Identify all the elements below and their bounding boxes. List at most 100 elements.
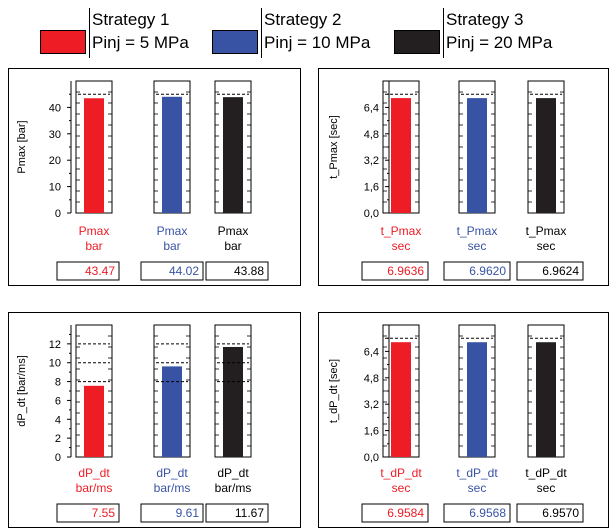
value-box: [56, 261, 120, 281]
legend-text: Strategy 3 Pinj = 20 MPa: [446, 8, 552, 54]
bar-t-dp-dt-strategy-3: [536, 342, 556, 457]
value-box: [361, 261, 429, 281]
y-tick-label: 6,4: [364, 102, 379, 114]
chart-panel-t-pmax: 0,0 1,6 3,2 4,8 6,4 t_Pmax [sec] t_Pmax sec 6.96…: [318, 68, 609, 286]
data-label: 43.47: [85, 264, 115, 278]
category-unit: bar/ms: [154, 481, 191, 495]
y-tick-label: 4: [55, 414, 61, 426]
category-label: t_dP_dt: [380, 466, 422, 480]
y-tick-label: 1,6: [364, 426, 379, 438]
y-tick-label: 6,4: [364, 346, 379, 358]
chart-panel-dp-dt: 0 2 4 6 8 10 12 dP_dt [bar/ms] dP_dt bar/ms 7.55 dP…: [8, 312, 301, 528]
value-box: [140, 503, 204, 523]
bar-dp-dt-strategy-2: [162, 366, 182, 457]
value-box: [443, 261, 511, 281]
category-unit: bar/ms: [76, 481, 113, 495]
y-tick-label: 4,8: [364, 373, 379, 385]
category-label: t_dP_dt: [525, 466, 567, 480]
data-label: 9.61: [176, 506, 200, 520]
data-label: 6.9568: [469, 506, 506, 520]
value-box: [516, 503, 584, 523]
category-unit: sec: [392, 239, 411, 253]
category-label: Pmax: [218, 224, 249, 238]
data-label: 6.9620: [469, 264, 506, 278]
y-tick-label: 0,0: [364, 452, 379, 464]
category-unit: sec: [537, 481, 556, 495]
y-tick-label: 0: [55, 452, 61, 464]
category-unit: sec: [537, 239, 556, 253]
value-box: [443, 503, 511, 523]
bar-t-pmax-strategy-3: [536, 98, 556, 213]
data-label: 43.88: [234, 264, 264, 278]
legend-label: Pinj = 20 MPa: [446, 33, 553, 52]
y-tick-label: 0,0: [364, 208, 379, 220]
bar-t-dp-dt-strategy-1: [391, 342, 411, 457]
bar-dp-dt-strategy-3: [223, 346, 243, 457]
category-label: dP_dt: [78, 466, 110, 480]
y-tick-label: 20: [49, 155, 61, 167]
y-axis-title: t_dP_dt [sec]: [328, 359, 340, 423]
legend-bracket: [89, 8, 90, 58]
category-label: dP_dt: [156, 466, 188, 480]
y-axis-title: t_Pmax [sec]: [328, 115, 340, 179]
category-label: t_dP_dt: [456, 466, 498, 480]
legend-swatch-strategy-1: [40, 30, 86, 54]
y-tick-label: 4,8: [364, 129, 379, 141]
y-tick-label: 10: [49, 358, 61, 370]
category-unit: bar: [224, 239, 241, 253]
legend-bracket: [443, 8, 444, 58]
y-axis-title: dP_dt [bar/ms]: [16, 355, 28, 427]
chart-panel-pmax: 0 10 20 30 40 Pmax [bar] Pmax bar 43.47 Pmax bar 44…: [8, 68, 301, 286]
legend-name: Strategy 2: [264, 10, 342, 29]
value-box: [361, 503, 429, 523]
data-label: 6.9584: [387, 506, 424, 520]
legend-name: Strategy 3: [446, 10, 524, 29]
bar-pmax-strategy-3: [223, 97, 243, 213]
y-tick-label: 8: [55, 377, 61, 389]
y-tick-label: 30: [49, 129, 61, 141]
bar-t-dp-dt-strategy-2: [467, 342, 487, 457]
y-axis-title: Pmax [bar]: [16, 120, 28, 173]
legend-text: Strategy 2 Pinj = 10 MPa: [264, 8, 370, 54]
value-box: [56, 503, 120, 523]
legend-label: Pinj = 5 MPa: [92, 33, 189, 52]
y-tick-label: 1,6: [364, 182, 379, 194]
category-unit: bar/ms: [215, 481, 252, 495]
bar-dp-dt-strategy-1: [84, 385, 104, 457]
category-unit: sec: [468, 481, 487, 495]
bar-t-pmax-strategy-2: [467, 98, 487, 213]
y-tick-label: 10: [49, 182, 61, 194]
data-label: 6.9624: [542, 264, 579, 278]
data-label: 7.55: [92, 506, 116, 520]
y-tick-label: 3,2: [364, 155, 379, 167]
category-label: Pmax: [79, 224, 110, 238]
y-tick-label: 3,2: [364, 399, 379, 411]
legend-name: Strategy 1: [92, 10, 170, 29]
chart-panel-t-dp-dt: 0,0 1,6 3,2 4,8 6,4 t_dP_dt [sec] t_dP_dt sec 6.…: [318, 312, 609, 528]
category-label: t_Pmax: [381, 224, 422, 238]
y-tick-label: 6: [55, 395, 61, 407]
data-label: 6.9636: [387, 264, 424, 278]
legend-text: Strategy 1 Pinj = 5 MPa: [92, 8, 189, 54]
y-tick-label: 40: [49, 102, 61, 114]
data-label: 6.9570: [542, 506, 579, 520]
value-box: [205, 261, 269, 281]
legend-bracket: [261, 8, 262, 58]
category-label: dP_dt: [217, 466, 249, 480]
category-unit: sec: [468, 239, 487, 253]
value-box: [205, 503, 269, 523]
data-label: 44.02: [169, 264, 199, 278]
category-label: t_Pmax: [457, 224, 498, 238]
category-unit: sec: [392, 481, 411, 495]
data-label: 11.67: [235, 506, 264, 520]
y-tick-label: 12: [49, 339, 61, 351]
y-tick-label: 2: [55, 433, 61, 445]
bar-pmax-strategy-1: [84, 98, 104, 213]
bar-t-pmax-strategy-1: [391, 98, 411, 213]
y-tick-label: 0: [55, 208, 61, 220]
legend-swatch-strategy-3: [394, 30, 440, 54]
